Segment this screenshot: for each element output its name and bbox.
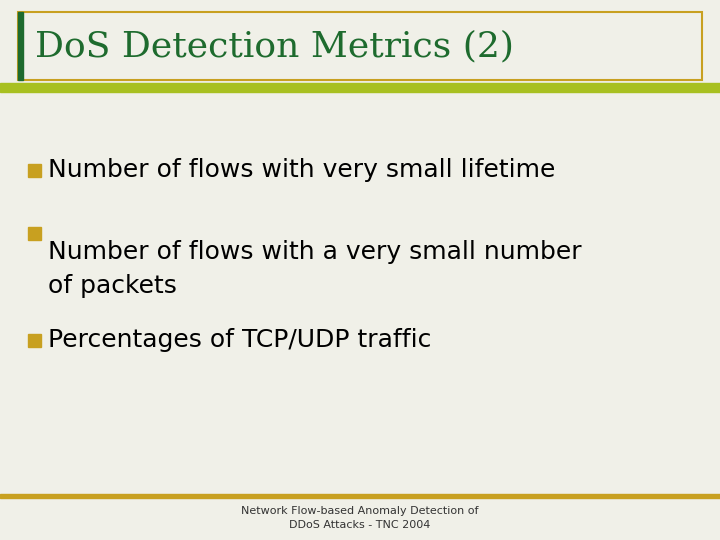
Text: Number of flows with very small lifetime: Number of flows with very small lifetime: [48, 158, 555, 182]
Text: Percentages of TCP/UDP traffic: Percentages of TCP/UDP traffic: [48, 328, 431, 352]
Text: DoS Detection Metrics (2): DoS Detection Metrics (2): [35, 29, 514, 63]
Bar: [0, 83, 720, 92]
Bar: [28, 227, 41, 240]
Bar: [0, 494, 720, 498]
Bar: [18, 12, 23, 80]
Text: Network Flow-based Anomaly Detection of
DDoS Attacks - TNC 2004: Network Flow-based Anomaly Detection of …: [241, 507, 479, 530]
Bar: [28, 164, 41, 177]
Bar: [28, 334, 41, 347]
Text: Number of flows with a very small number
of packets: Number of flows with a very small number…: [48, 240, 582, 298]
